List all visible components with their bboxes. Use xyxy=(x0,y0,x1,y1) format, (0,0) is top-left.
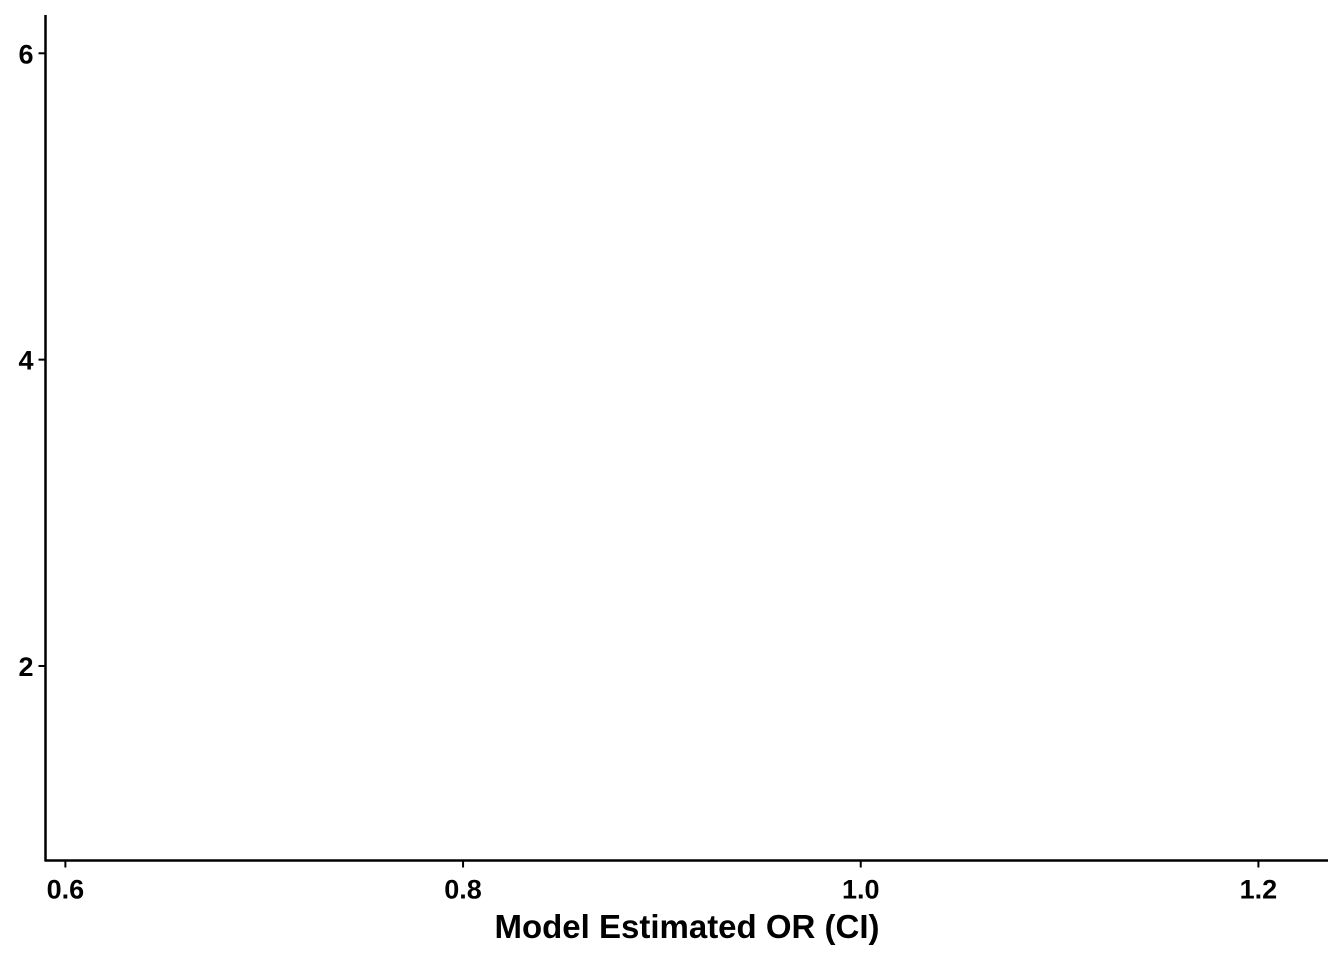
x-tick-label: 0.6 xyxy=(47,875,85,905)
x-tick-label: 1.2 xyxy=(1240,875,1278,905)
y-tick-label: 2 xyxy=(18,652,33,682)
x-tick-label: 0.8 xyxy=(444,875,482,905)
x-axis-ticks: 0.6 0.8 1.0 1.2 xyxy=(47,860,1278,905)
y-tick-label: 6 xyxy=(18,39,33,69)
y-axis-ticks: 2 4 6 xyxy=(18,39,46,682)
y-tick-label: 4 xyxy=(18,346,33,376)
x-axis-title: Model Estimated OR (CI) xyxy=(494,908,879,945)
x-tick-label: 1.0 xyxy=(842,875,880,905)
